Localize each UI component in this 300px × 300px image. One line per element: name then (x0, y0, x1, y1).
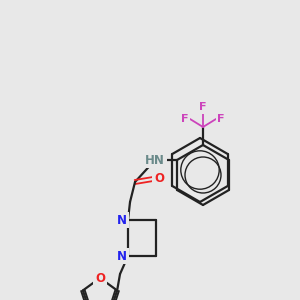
Text: F: F (181, 114, 189, 124)
Text: F: F (217, 114, 225, 124)
Text: F: F (199, 102, 207, 112)
Text: O: O (95, 272, 105, 284)
Text: HN: HN (145, 154, 165, 166)
Text: N: N (117, 250, 127, 262)
Text: N: N (117, 214, 127, 226)
Text: O: O (154, 172, 164, 185)
